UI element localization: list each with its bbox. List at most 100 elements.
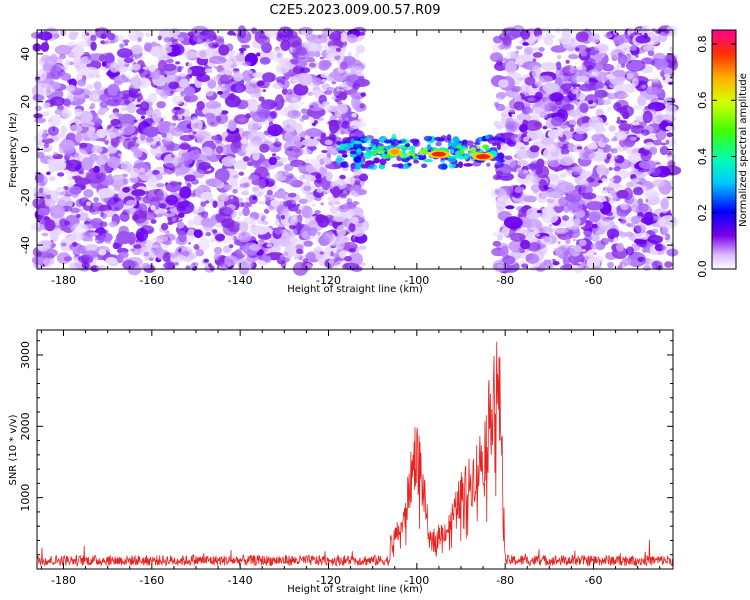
heatmap-cell xyxy=(167,210,172,214)
heatmap-cell xyxy=(669,46,674,52)
heatmap-cell xyxy=(139,247,155,259)
heatmap-cell xyxy=(317,215,330,228)
line-x-tick-label: -180 xyxy=(51,574,76,587)
heatmap-cell xyxy=(116,35,124,42)
heatmap-cell xyxy=(171,114,179,121)
heatmap-signal-cell xyxy=(434,136,442,141)
snr-line-plot: -180 -160 -140 -120 -100 -80 -60 100020003000 … xyxy=(8,329,674,595)
heatmap-signal-cell xyxy=(353,156,362,163)
heatmap-cell xyxy=(606,31,612,36)
heatmap-cell xyxy=(47,115,61,127)
heatmap-cell xyxy=(328,201,334,207)
heatmap-cell xyxy=(228,244,234,249)
heatmap-signal-cell xyxy=(364,160,375,166)
heatmap-cell xyxy=(561,27,571,35)
heatmap-cell xyxy=(541,97,548,102)
heatmap-cell xyxy=(237,216,241,221)
heatmap-cell xyxy=(600,100,605,106)
heatmap-cell xyxy=(195,249,204,257)
heatmap-cell xyxy=(638,160,657,170)
heatmap-cell xyxy=(326,87,336,92)
heatmap-signal-cell xyxy=(373,158,382,163)
heatmap-cell xyxy=(239,221,249,233)
heatmap-cell xyxy=(183,86,196,97)
heatmap-cell xyxy=(312,77,322,86)
colorbar-tick-label: 0.6 xyxy=(696,92,709,110)
heatmap-cell xyxy=(266,189,273,195)
heatmap-cell xyxy=(324,103,332,113)
heatmap-cell xyxy=(325,171,333,182)
heatmap-cell xyxy=(165,59,175,63)
heatmap-cell xyxy=(630,182,637,186)
heatmap-cell xyxy=(257,191,263,198)
heatmap-cell xyxy=(205,232,212,237)
heatmap-cell xyxy=(105,257,118,265)
line-x-tick-label: -120 xyxy=(316,574,341,587)
heatmap-cell xyxy=(171,95,184,105)
heatmap-cell xyxy=(177,230,187,243)
heatmap-cell xyxy=(567,124,575,128)
heatmap-cell xyxy=(607,107,612,113)
heatmap-cell xyxy=(169,180,179,187)
heatmap-signal-core xyxy=(372,145,377,150)
heatmap-cell xyxy=(141,262,150,270)
heatmap-cell xyxy=(226,221,241,233)
heatmap-cell xyxy=(594,43,609,52)
heatmap-y-tick-label: -20 xyxy=(19,188,32,206)
heatmap-x-tick-label: -180 xyxy=(51,274,76,287)
heatmap-cell xyxy=(79,171,84,175)
heatmap-cell xyxy=(522,42,529,46)
heatmap-cell xyxy=(581,183,592,194)
heatmap-cell xyxy=(53,152,59,157)
heatmap-cell xyxy=(47,126,59,136)
heatmap-signal-cell xyxy=(458,161,464,169)
heatmap-cell xyxy=(183,102,188,107)
heatmap-cell xyxy=(32,255,44,265)
heatmap-cell xyxy=(187,31,195,37)
heatmap-cell xyxy=(520,29,531,40)
snr-series-line xyxy=(36,341,674,568)
heatmap-cell xyxy=(45,41,48,46)
heatmap-cell xyxy=(536,158,545,168)
heatmap-peak xyxy=(476,154,491,160)
heatmap-cell xyxy=(313,174,324,188)
heatmap-cell xyxy=(564,165,573,171)
heatmap-cell xyxy=(302,258,309,264)
heatmap-cell xyxy=(57,172,65,177)
heatmap-cell xyxy=(198,237,210,251)
heatmap-cell xyxy=(332,152,337,156)
heatmap-cell xyxy=(288,227,298,237)
heatmap-cell xyxy=(338,87,344,90)
heatmap-cell xyxy=(224,184,233,191)
heatmap-cell xyxy=(616,242,624,252)
heatmap-cell xyxy=(291,213,297,221)
heatmap-plot: -180 -160 -140 -120 -100 -80 -60 -40 -20 0 20 40 H… xyxy=(8,25,682,295)
heatmap-cell xyxy=(625,83,636,94)
heatmap-cell xyxy=(293,83,309,96)
heatmap-cell xyxy=(573,245,583,252)
heatmap-cell xyxy=(162,63,179,75)
heatmap-cell xyxy=(259,239,265,243)
heatmap-cell xyxy=(569,201,583,213)
heatmap-signal-core xyxy=(412,155,417,159)
heatmap-signal-cell xyxy=(363,151,372,160)
heatmap-cell xyxy=(45,194,52,200)
heatmap-cell xyxy=(495,170,504,176)
heatmap-cell xyxy=(194,262,199,267)
heatmap-signal-cell xyxy=(423,158,433,163)
heatmap-cell xyxy=(91,212,96,215)
heatmap-cell xyxy=(145,109,154,116)
heatmap-cell xyxy=(313,89,322,96)
heatmap-cell xyxy=(360,262,366,266)
heatmap-cell xyxy=(123,57,134,63)
heatmap-cell xyxy=(328,33,342,41)
heatmap-cell xyxy=(572,70,579,73)
heatmap-cell xyxy=(280,214,286,220)
heatmap-cell xyxy=(128,28,139,42)
heatmap-cell xyxy=(335,47,342,52)
heatmap-cell xyxy=(495,201,507,210)
heatmap-cell xyxy=(652,179,665,187)
heatmap-cell xyxy=(559,148,570,156)
heatmap-cell xyxy=(660,120,669,129)
heatmap-cell xyxy=(527,242,541,252)
